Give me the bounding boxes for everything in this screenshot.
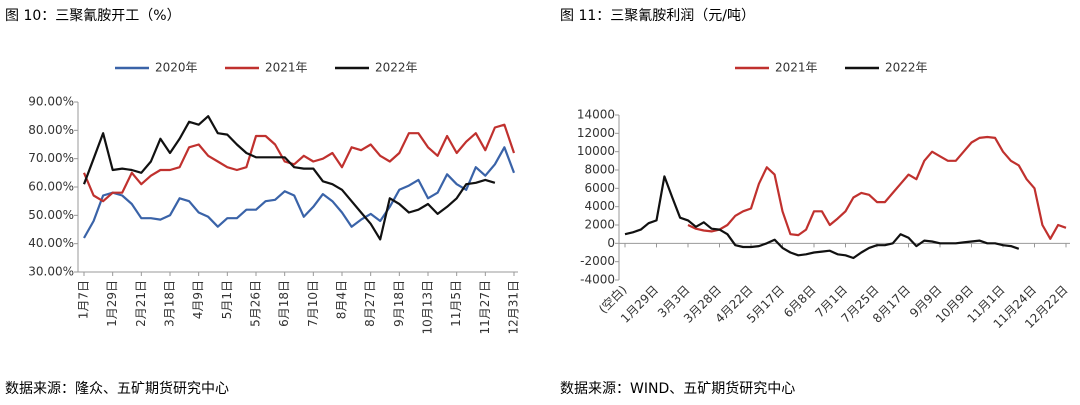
y-tick-label: 50.00% [28, 208, 74, 222]
series-line [83, 146, 516, 239]
y-tick-label: 2000 [584, 218, 615, 232]
y-tick-label: 0 [607, 236, 615, 250]
legend-label: 2022年 [885, 61, 928, 75]
legend-label: 2021年 [775, 61, 818, 75]
chart-title: 图 10：三聚氰胺开工（%） [5, 8, 181, 24]
y-tick-label: 90.00% [28, 95, 74, 109]
x-tick-label: 1月7日 [77, 280, 91, 319]
series-line [624, 175, 1020, 260]
source-note: 数据来源：隆众、五矿期货研究中心 [5, 380, 229, 397]
x-tick-label: 6月18日 [277, 280, 291, 327]
series-line [82, 123, 516, 203]
x-tick-label: 6月8日 [781, 283, 819, 321]
y-tick-label: 10000 [577, 144, 615, 158]
y-tick-label: 12000 [577, 126, 615, 140]
x-tick-label: 8月4日 [335, 280, 349, 319]
y-tick-label: 8000 [584, 163, 615, 177]
chart-title: 图 11：三聚氰胺利润（元/吨） [560, 8, 755, 24]
y-tick-label: -4000 [580, 273, 615, 287]
y-tick-label: 60.00% [28, 180, 74, 194]
series-line [687, 135, 1067, 240]
y-tick-label: -2000 [580, 254, 615, 268]
source-note: 数据来源：WIND、五矿期货研究中心 [560, 380, 795, 397]
x-tick-label: 12月31日 [507, 280, 521, 335]
y-tick-label: 40.00% [28, 236, 74, 250]
x-tick-label: 2月21日 [134, 280, 148, 327]
y-tick-label: 30.00% [28, 265, 74, 279]
y-tick-label: 70.00% [28, 151, 74, 165]
y-tick-label: 14000 [577, 108, 615, 122]
y-tick-label: 4000 [584, 199, 615, 213]
series-line [82, 115, 496, 241]
x-tick-label: 11月27日 [478, 280, 492, 335]
legend-label: 2021年 [265, 61, 308, 75]
x-tick-label: 10月13日 [421, 280, 435, 335]
x-tick-label: 4月9日 [191, 280, 205, 319]
x-tick-label: 5月1日 [220, 280, 234, 319]
y-tick-label: 6000 [584, 181, 615, 195]
x-tick-label: 1月29日 [105, 280, 119, 327]
x-tick-label: 8月27日 [363, 280, 377, 327]
legend-label: 2022年 [375, 61, 418, 75]
legend-label: 2020年 [155, 61, 198, 75]
x-tick-label: 5月26日 [249, 280, 263, 327]
x-tick-label: 9月18日 [392, 280, 406, 327]
x-tick-label: 7月10日 [306, 280, 320, 327]
x-tick-label: 11月5日 [449, 280, 463, 327]
x-tick-label: 3月18日 [163, 280, 177, 327]
y-tick-label: 80.00% [28, 123, 74, 137]
